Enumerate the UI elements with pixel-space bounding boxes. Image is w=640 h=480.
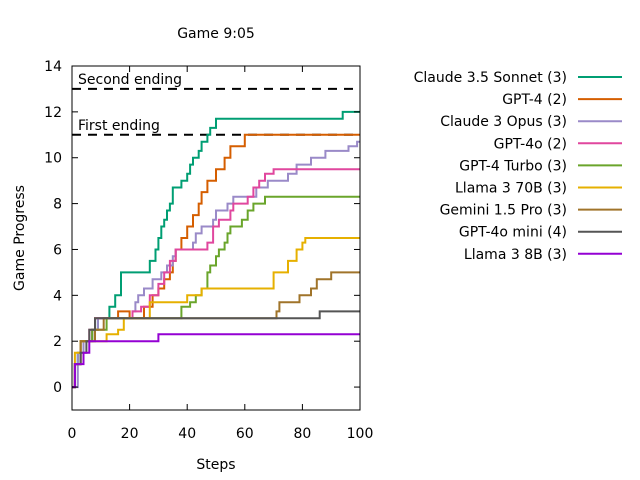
y-tick-label: 0	[53, 380, 62, 396]
y-tick-label: 6	[53, 242, 62, 258]
legend-label: GPT-4 Turbo (3)	[459, 158, 567, 174]
legend-label: Llama 3 70B (3)	[455, 181, 567, 197]
x-tick-label: 60	[236, 426, 254, 442]
legend-label: Gemini 1.5 Pro (3)	[440, 203, 567, 219]
reference-lines: Second ending First ending	[72, 72, 360, 136]
x-tick-label: 40	[178, 426, 196, 442]
x-tick-label: 20	[121, 426, 139, 442]
legend-label: Claude 3.5 Sonnet (3)	[414, 70, 567, 86]
y-tick-label: 2	[53, 334, 62, 350]
y-tick-label: 12	[44, 105, 62, 121]
legend-label: Claude 3 Opus (3)	[440, 114, 567, 130]
series-lines	[72, 110, 360, 389]
y-axis-title: Game Progress	[12, 185, 28, 291]
legend-label: GPT-4 (2)	[502, 92, 567, 108]
series-line	[72, 333, 360, 389]
legend-label: GPT-4o (2)	[494, 136, 567, 152]
legend-label: GPT-4o mini (4)	[459, 225, 567, 241]
plot-frame	[71, 65, 361, 411]
series-line	[72, 110, 360, 389]
y-tick-label: 14	[44, 59, 62, 75]
y-axis: 0 2 4 6 8 10 12 14	[44, 59, 360, 396]
reference-line-label: First ending	[78, 118, 160, 134]
series-line	[72, 195, 360, 389]
series-line	[72, 310, 360, 389]
y-tick-label: 8	[53, 197, 62, 213]
series-line	[72, 168, 360, 389]
chart-title: Game 9:05	[177, 26, 255, 42]
series-line	[72, 271, 360, 389]
x-axis-title: Steps	[196, 457, 235, 473]
legend: Claude 3.5 Sonnet (3) GPT-4 (2) Claude 3 O…	[414, 70, 622, 263]
y-tick-label: 10	[44, 151, 62, 167]
x-tick-label: 80	[293, 426, 311, 442]
x-tick-label: 0	[68, 426, 77, 442]
x-tick-label: 100	[347, 426, 374, 442]
legend-label: Llama 3 8B (3)	[464, 247, 567, 263]
reference-line-label: Second ending	[78, 72, 182, 88]
y-tick-label: 4	[53, 288, 62, 304]
x-axis: 0 20 40 60 80 100	[68, 66, 374, 442]
